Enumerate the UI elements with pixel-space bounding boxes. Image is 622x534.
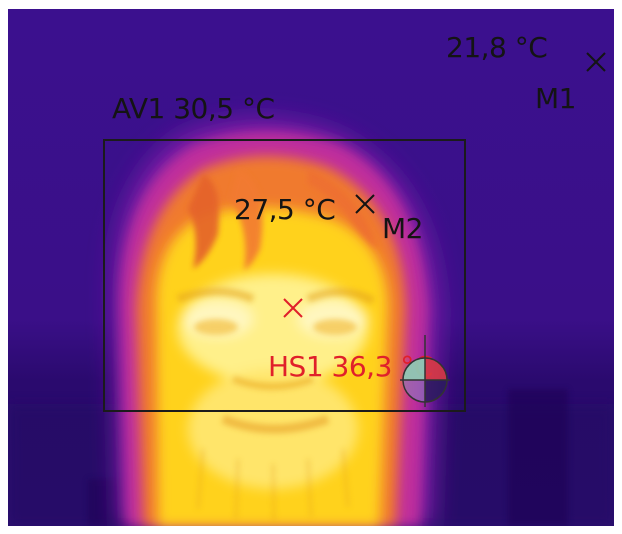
spot-m2-name: M2 [382, 212, 423, 245]
thermal-image-viewer: 21,8 °C M1 AV1 30,5 °C 27,5 °C M2 HS1 36… [8, 9, 614, 526]
area-av1-label: AV1 30,5 °C [112, 92, 275, 125]
x-cross-icon[interactable] [585, 51, 607, 73]
spot-m1-temperature: 21,8 °C [446, 31, 548, 64]
spot-m1-name: M1 [535, 82, 576, 115]
area-av1-rectangle[interactable] [103, 139, 466, 412]
thermal-image [8, 9, 614, 526]
red-x-cross-icon[interactable] [282, 297, 304, 319]
crosshair-reticle-icon[interactable] [400, 335, 450, 407]
x-cross-icon[interactable] [354, 193, 376, 215]
spot-m2-temperature: 27,5 °C [234, 193, 336, 226]
